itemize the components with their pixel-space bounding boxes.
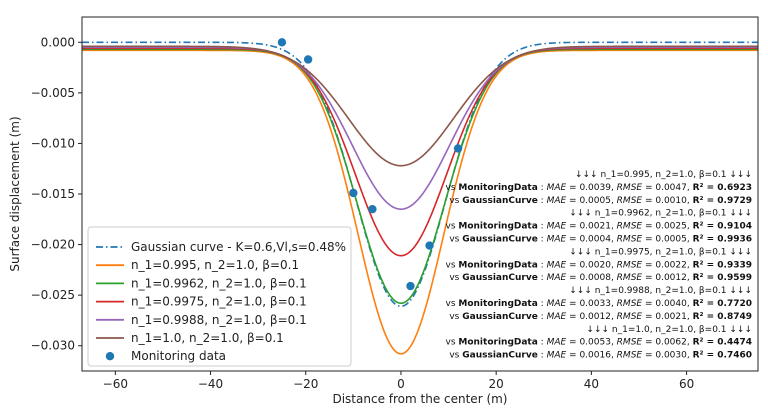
x-tick-label: 0 — [397, 377, 405, 391]
legend-entry-label: n_1=0.9988, n_2=1.0, β=0.1 — [131, 313, 307, 327]
legend-entry-label: n_1=0.995, n_2=1.0, β=0.1 — [131, 258, 299, 272]
metrics-annotations: ↓↓↓ n_1=0.995, n_2=1.0, β=0.1 ↓↓↓ vs Moni… — [446, 170, 753, 361]
legend-entry-label: n_1=1.0, n_2=1.0, β=0.1 — [131, 331, 284, 345]
y-axis-ticks: 0.000 −0.005 −0.010 −0.015 −0.020 −0.025 −0.03… — [31, 35, 82, 353]
legend: Gaussian curve - K=0.6,Vl,s=0.48% n_1=0.9… — [87, 226, 352, 367]
y-axis-label: Surface displacement (m) — [8, 116, 22, 271]
monitoring-point — [368, 204, 377, 214]
annotation-header: ↓↓↓ n_1=0.9962, n_2=1.0, β=0.1 ↓↓↓ — [569, 209, 752, 219]
annotation-row: vs MonitoringData : MAE = 0.0039, RMSE =… — [446, 183, 753, 193]
series-line-4 — [82, 46, 758, 210]
series-line-1 — [82, 49, 758, 355]
legend-marker — [105, 352, 115, 361]
monitoring-point — [406, 281, 415, 291]
x-axis-ticks: −60 −40 −20 0 20 40 60 — [103, 371, 694, 391]
annotation-row: vs GaussianCurve : MAE = 0.0005, RMSE = … — [449, 196, 752, 206]
legend-entry-label: n_1=0.9962, n_2=1.0, β=0.1 — [131, 276, 307, 290]
annotation-row: vs MonitoringData : MAE = 0.0021, RMSE =… — [446, 222, 753, 232]
monitoring-point — [303, 55, 313, 64]
y-tick-label: −0.020 — [31, 238, 75, 252]
y-tick-label: −0.005 — [31, 86, 75, 100]
series-line-5 — [82, 45, 758, 167]
x-tick-label: 60 — [679, 377, 694, 391]
x-tick-label: 20 — [489, 377, 504, 391]
annotation-header: ↓↓↓ n_1=0.9988, n_2=1.0, β=0.1 ↓↓↓ — [569, 286, 752, 296]
annotation-row: vs MonitoringData : MAE = 0.0053, RMSE =… — [446, 338, 753, 348]
annotation-row: vs GaussianCurve : MAE = 0.0012, RMSE = … — [449, 312, 752, 322]
annotation-row: vs MonitoringData : MAE = 0.0020, RMSE =… — [446, 260, 753, 270]
annotation-row: vs MonitoringData : MAE = 0.0033, RMSE =… — [446, 299, 753, 309]
annotation-row: vs GaussianCurve : MAE = 0.0004, RMSE = … — [449, 235, 752, 245]
y-tick-label: −0.025 — [31, 288, 75, 302]
points-layer — [277, 38, 463, 291]
legend-box — [87, 226, 352, 367]
annotation-header: ↓↓↓ n_1=0.9975, n_2=1.0, β=0.1 ↓↓↓ — [569, 247, 752, 257]
annotation-header: ↓↓↓ n_1=1.0, n_2=1.0, β=0.1 ↓↓↓ — [586, 325, 752, 335]
monitoring-point — [453, 144, 463, 153]
x-tick-label: −60 — [103, 377, 128, 391]
series-line-gaussian — [82, 41, 758, 308]
annotation-row: vs GaussianCurve : MAE = 0.0016, RMSE = … — [449, 351, 752, 361]
series-line-2 — [82, 48, 758, 305]
y-tick-label: −0.010 — [31, 136, 75, 150]
series-line-3 — [82, 47, 758, 257]
x-axis-label: Distance from the center (m) — [332, 392, 507, 406]
curves-layer — [82, 41, 758, 355]
x-tick-label: −20 — [293, 377, 318, 391]
y-tick-label: −0.030 — [31, 339, 75, 353]
legend-entry-label: Monitoring data — [131, 349, 226, 363]
legend-entry-label: Gaussian curve - K=0.6,Vl,s=0.48% — [131, 240, 346, 254]
annotation-row: vs GaussianCurve : MAE = 0.0008, RMSE = … — [449, 273, 752, 283]
legend-entry-label: n_1=0.9975, n_2=1.0, β=0.1 — [131, 295, 307, 309]
x-tick-label: 40 — [584, 377, 599, 391]
y-tick-label: −0.015 — [31, 187, 75, 201]
monitoring-point — [349, 188, 358, 198]
monitoring-point — [277, 38, 287, 47]
monitoring-point — [425, 241, 434, 250]
x-tick-label: −40 — [198, 377, 223, 391]
annotation-header: ↓↓↓ n_1=0.995, n_2=1.0, β=0.1 ↓↓↓ — [575, 170, 752, 180]
y-tick-label: 0.000 — [41, 35, 75, 49]
